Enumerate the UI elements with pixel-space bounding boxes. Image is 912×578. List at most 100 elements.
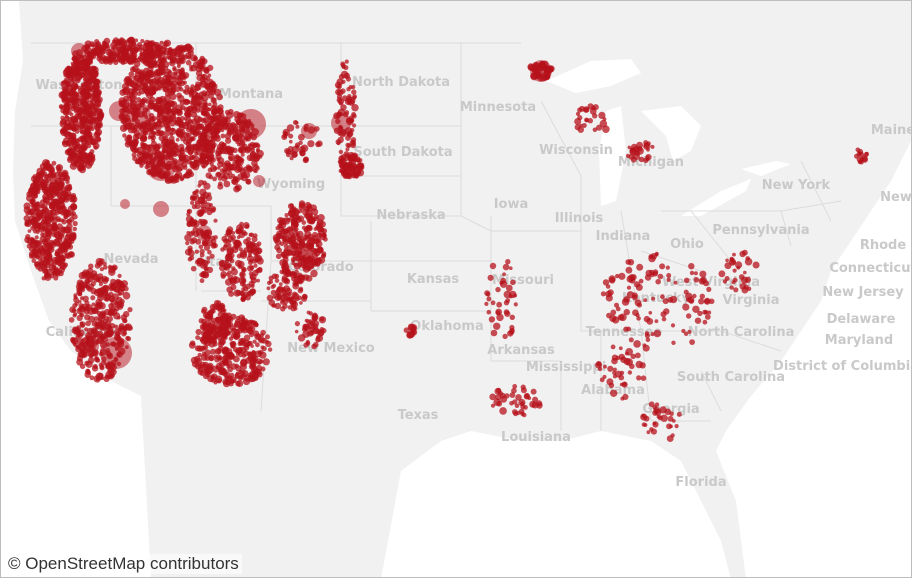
data-point[interactable] (86, 327, 94, 335)
data-point[interactable] (294, 142, 301, 148)
data-point[interactable] (704, 314, 711, 320)
data-point[interactable] (144, 144, 150, 150)
data-point[interactable] (231, 341, 236, 346)
data-point[interactable] (156, 69, 164, 77)
data-point[interactable] (242, 283, 247, 288)
data-point[interactable] (66, 66, 73, 72)
data-point[interactable] (186, 212, 191, 217)
data-point[interactable] (73, 61, 78, 65)
data-point[interactable] (303, 323, 311, 331)
data-point[interactable] (109, 323, 116, 329)
data-point[interactable] (523, 405, 528, 410)
data-point[interactable] (741, 286, 749, 294)
data-point[interactable] (127, 79, 135, 86)
data-point[interactable] (289, 234, 297, 243)
data-point[interactable] (733, 287, 739, 293)
data-point[interactable] (306, 217, 313, 224)
data-point[interactable] (605, 284, 611, 289)
data-point[interactable] (611, 316, 620, 324)
data-point[interactable] (608, 382, 615, 389)
data-point[interactable] (84, 72, 89, 77)
data-point[interactable] (735, 261, 743, 269)
data-point[interactable] (622, 393, 629, 400)
data-point[interactable] (221, 142, 226, 148)
data-point[interactable] (63, 242, 68, 246)
data-point[interactable] (652, 421, 657, 426)
data-point[interactable] (230, 268, 238, 276)
data-point[interactable] (206, 239, 214, 247)
data-point[interactable] (75, 95, 82, 101)
data-point[interactable] (660, 311, 667, 318)
data-point[interactable] (233, 276, 241, 284)
data-point[interactable] (150, 123, 156, 129)
data-point[interactable] (225, 379, 231, 386)
data-point[interactable] (231, 245, 239, 254)
data-point[interactable] (32, 221, 39, 228)
data-point[interactable] (667, 296, 674, 303)
data-point[interactable] (176, 166, 183, 173)
data-point[interactable] (130, 66, 136, 73)
data-point[interactable] (529, 400, 536, 408)
data-point[interactable] (201, 73, 208, 81)
data-point[interactable] (626, 291, 635, 299)
data-point[interactable] (229, 325, 236, 332)
map-attribution[interactable]: © OpenStreetMap contributors (5, 554, 242, 574)
data-point[interactable] (186, 159, 192, 165)
data-point[interactable] (666, 423, 672, 430)
data-point[interactable] (68, 238, 75, 245)
data-point[interactable] (28, 187, 36, 195)
data-point[interactable] (168, 46, 173, 51)
data-point[interactable] (44, 216, 50, 222)
data-point[interactable] (248, 340, 253, 346)
data-point[interactable] (574, 118, 582, 125)
data-point[interactable] (606, 312, 612, 319)
data-point[interactable] (640, 375, 647, 382)
data-point[interactable] (670, 433, 675, 438)
data-point[interactable] (210, 157, 216, 163)
data-point[interactable] (88, 263, 94, 269)
data-point[interactable] (698, 298, 705, 305)
data-point[interactable] (203, 330, 211, 338)
data-point[interactable] (702, 319, 708, 325)
data-point[interactable] (193, 56, 198, 61)
data-point[interactable] (219, 264, 226, 272)
data-point[interactable] (197, 352, 202, 358)
data-point[interactable] (226, 363, 231, 369)
data-point[interactable] (288, 296, 294, 303)
data-point[interactable] (69, 235, 73, 240)
data-point[interactable] (499, 280, 504, 285)
data-point[interactable] (138, 151, 143, 156)
data-point[interactable] (62, 246, 68, 252)
data-point[interactable] (246, 243, 252, 249)
data-point[interactable] (73, 108, 80, 114)
data-point[interactable] (194, 355, 201, 363)
data-point[interactable] (67, 244, 74, 250)
data-point[interactable] (54, 231, 63, 240)
data-point[interactable] (294, 321, 300, 327)
data-point[interactable] (174, 52, 178, 56)
data-point[interactable] (630, 353, 636, 359)
data-point[interactable] (152, 131, 157, 136)
data-point[interactable] (245, 146, 252, 153)
data-point[interactable] (90, 287, 97, 295)
data-point[interactable] (65, 102, 70, 107)
data-point[interactable] (84, 58, 88, 63)
data-point[interactable] (504, 310, 511, 317)
data-point[interactable] (68, 70, 76, 77)
data-point[interactable] (213, 117, 218, 123)
data-point[interactable] (285, 152, 291, 158)
data-point[interactable] (157, 56, 164, 63)
data-point[interactable] (170, 87, 177, 93)
data-point[interactable] (144, 78, 150, 84)
data-point[interactable] (97, 111, 105, 119)
data-point[interactable] (74, 301, 79, 306)
data-point[interactable] (689, 339, 695, 345)
data-point[interactable] (130, 140, 138, 148)
data-point[interactable] (184, 171, 192, 179)
data-point[interactable] (732, 268, 737, 273)
data-point[interactable] (250, 288, 256, 294)
data-point[interactable] (76, 287, 82, 293)
data-point[interactable] (232, 175, 239, 182)
data-point[interactable] (516, 410, 521, 416)
